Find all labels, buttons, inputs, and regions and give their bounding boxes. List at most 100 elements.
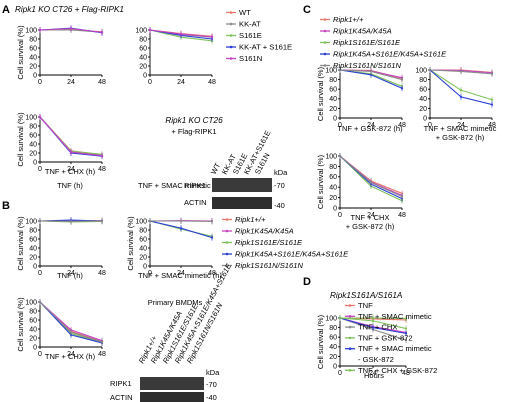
legend-marker bbox=[348, 336, 352, 340]
legend-label: KK-AT + S161E bbox=[239, 43, 292, 52]
legend-marker bbox=[348, 347, 352, 351]
data-point bbox=[369, 73, 373, 76]
x-tick-label: 48 bbox=[98, 166, 106, 173]
y-tick-label: 20 bbox=[29, 150, 37, 157]
x-tick-label: 48 bbox=[398, 212, 406, 219]
blot-b-row-label: RIPK1 bbox=[110, 379, 132, 388]
x-tick-label: 0 bbox=[338, 122, 342, 129]
y-tick-label: 20 bbox=[139, 254, 147, 261]
y-tick-label: 40 bbox=[139, 54, 147, 61]
panel-label-c: C bbox=[303, 4, 311, 16]
legend-label: Ripk1+/+ bbox=[235, 215, 266, 224]
y-tick-label: 20 bbox=[419, 106, 427, 113]
y-axis-label: Cell survival (%) bbox=[316, 154, 325, 209]
legend-label: KK-AT bbox=[239, 20, 261, 29]
y-tick-label: 80 bbox=[329, 77, 337, 84]
panel-title-d: Ripk1S161A/S161A bbox=[330, 291, 403, 300]
legend-marker bbox=[348, 304, 352, 307]
y-tick-label: 0 bbox=[33, 263, 37, 270]
y-tick-label: 80 bbox=[139, 36, 147, 43]
y-tick-label: 100 bbox=[25, 27, 37, 34]
y-tick-label: 0 bbox=[33, 72, 37, 79]
blot-a-row-label: RIPK1 bbox=[184, 181, 206, 190]
y-tick-label: 100 bbox=[135, 218, 147, 225]
y-tick-label: 0 bbox=[143, 263, 147, 270]
legend-label: WT bbox=[239, 8, 251, 17]
x-tick-label: 48 bbox=[98, 270, 106, 277]
data-point bbox=[38, 28, 42, 32]
data-point bbox=[100, 219, 104, 223]
x-tick-label: 0 bbox=[148, 270, 152, 277]
y-tick-label: 0 bbox=[333, 363, 337, 370]
y-tick-label: 60 bbox=[29, 236, 37, 243]
western-blot-a: Ripk1 KO CT26 + Flag-RIPK1 WT KK-AT S161… bbox=[165, 116, 288, 210]
data-point bbox=[100, 154, 104, 157]
x-tick-label: 48 bbox=[98, 79, 106, 86]
y-tick-label: 80 bbox=[29, 308, 37, 315]
data-point bbox=[38, 219, 42, 223]
legend-marker bbox=[225, 252, 229, 256]
western-blot-b: Primary BMDMs Ripk1+/+ Ripk1K45A/K45A Ri… bbox=[110, 261, 234, 402]
legend-label: - GSK-872 bbox=[358, 355, 394, 364]
legend-marker bbox=[225, 241, 229, 244]
y-tick-label: 100 bbox=[415, 67, 427, 74]
data-point bbox=[404, 332, 408, 335]
chart-c3: 0 20 40 60 80 100 0 24 48 TNF + CHX+ GSK-872 (h) C… bbox=[316, 153, 406, 231]
y-tick-label: 80 bbox=[29, 227, 37, 234]
data-point bbox=[490, 103, 494, 106]
legend-label: Ripk1+/+ bbox=[333, 15, 364, 24]
data-point bbox=[459, 89, 463, 92]
data-point bbox=[210, 220, 214, 223]
blot-b-marker: -40 bbox=[206, 393, 217, 402]
data-point bbox=[210, 236, 214, 239]
y-tick-label: 20 bbox=[329, 354, 337, 361]
y-tick-label: 20 bbox=[29, 254, 37, 261]
blot-b-kda: kDa bbox=[206, 368, 220, 377]
legend-marker bbox=[348, 325, 352, 329]
legend-marker bbox=[323, 18, 327, 21]
data-point bbox=[371, 319, 375, 322]
blot-a-lane: WT bbox=[209, 161, 223, 176]
y-tick-label: 80 bbox=[139, 227, 147, 234]
x-tick-label: 24 bbox=[177, 79, 185, 86]
x-tick-label: 0 bbox=[338, 212, 342, 219]
legend-marker bbox=[229, 22, 233, 26]
x-axis-label: Hours bbox=[364, 371, 384, 380]
blot-a-band-ripk1 bbox=[212, 178, 272, 192]
data-point bbox=[490, 98, 494, 101]
blot-b-title: Primary BMDMs bbox=[148, 298, 203, 307]
data-point bbox=[404, 338, 408, 342]
y-tick-label: 40 bbox=[419, 96, 427, 103]
blot-b-band-actin bbox=[140, 392, 204, 402]
y-axis-label: Cell survival (%) bbox=[126, 216, 135, 271]
y-tick-label: 60 bbox=[329, 335, 337, 342]
legend-marker bbox=[229, 11, 233, 14]
x-tick-label: 48 bbox=[402, 370, 410, 377]
y-tick-label: 0 bbox=[33, 344, 37, 351]
data-point bbox=[369, 181, 373, 184]
legend-marker bbox=[225, 218, 229, 221]
y-tick-label: 80 bbox=[419, 77, 427, 84]
y-axis-label: Cell survival (%) bbox=[16, 216, 25, 271]
x-tick-label: 0 bbox=[428, 122, 432, 129]
y-tick-label: 80 bbox=[329, 325, 337, 332]
y-tick-label: 60 bbox=[29, 132, 37, 139]
data-point bbox=[459, 95, 463, 98]
legend-label: TNF + CHX bbox=[358, 323, 397, 332]
data-point bbox=[490, 72, 494, 75]
x-tick-label: 24 bbox=[177, 270, 185, 277]
y-tick-label: 40 bbox=[29, 54, 37, 61]
data-point bbox=[38, 115, 42, 119]
y-tick-label: 100 bbox=[325, 67, 337, 74]
y-tick-label: 60 bbox=[329, 87, 337, 94]
data-point bbox=[404, 327, 408, 330]
x-tick-label: 0 bbox=[38, 351, 42, 358]
legend-marker bbox=[348, 315, 352, 318]
blot-a-kda: kDa bbox=[274, 168, 288, 177]
legend-label: Ripk1K45A/K45A bbox=[235, 227, 294, 236]
legend-marker bbox=[323, 64, 327, 67]
y-tick-label: 20 bbox=[329, 195, 337, 202]
data-point bbox=[179, 219, 183, 223]
legend-label: TNF + CHX + GSK-872 bbox=[358, 366, 437, 375]
